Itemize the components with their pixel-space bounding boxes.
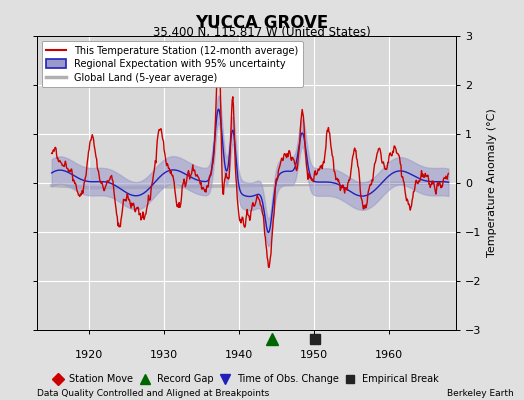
Text: Berkeley Earth: Berkeley Earth — [447, 389, 514, 398]
Legend: Station Move, Record Gap, Time of Obs. Change, Empirical Break: Station Move, Record Gap, Time of Obs. C… — [51, 371, 442, 387]
Text: Data Quality Controlled and Aligned at Breakpoints: Data Quality Controlled and Aligned at B… — [37, 389, 269, 398]
Text: YUCCA GROVE: YUCCA GROVE — [195, 14, 329, 32]
Text: 1920: 1920 — [75, 350, 103, 360]
Text: 1930: 1930 — [150, 350, 178, 360]
Y-axis label: Temperature Anomaly (°C): Temperature Anomaly (°C) — [487, 109, 497, 257]
Text: 1950: 1950 — [300, 350, 328, 360]
Text: 1940: 1940 — [225, 350, 253, 360]
Text: 35.400 N, 115.817 W (United States): 35.400 N, 115.817 W (United States) — [153, 26, 371, 39]
Legend: This Temperature Station (12-month average), Regional Expectation with 95% uncer: This Temperature Station (12-month avera… — [41, 41, 303, 87]
Text: 1960: 1960 — [375, 350, 402, 360]
